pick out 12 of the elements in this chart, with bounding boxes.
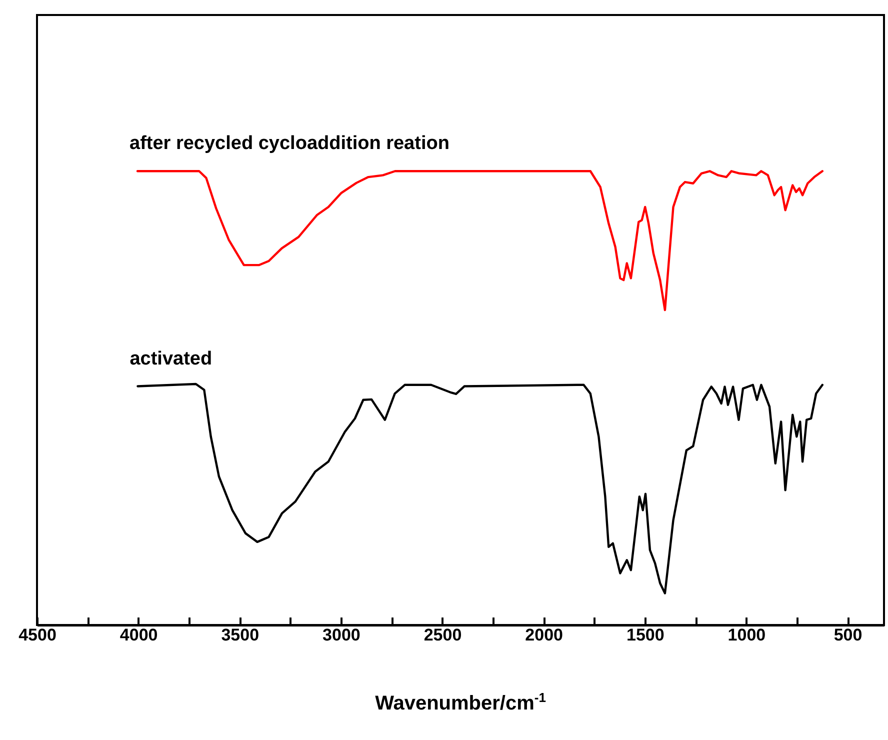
x-tick-label: 4500	[18, 626, 56, 644]
x-tick-label: 3500	[221, 626, 260, 644]
series-label: activated	[130, 348, 212, 370]
x-tick-label: 1000	[728, 626, 766, 644]
x-tick-label: 2500	[424, 626, 462, 644]
x-axis-title: Wavenumber/cm$^{-1}$	[374, 690, 547, 716]
x-tick-label: 500	[834, 626, 862, 644]
x-tick-label: 2000	[525, 626, 563, 644]
series-label: after recycled cycloaddition reation	[130, 133, 450, 154]
x-tick-label: 3000	[322, 626, 360, 644]
x-tick-label: 4000	[120, 626, 158, 644]
x-tick-label: 1500	[626, 626, 664, 644]
